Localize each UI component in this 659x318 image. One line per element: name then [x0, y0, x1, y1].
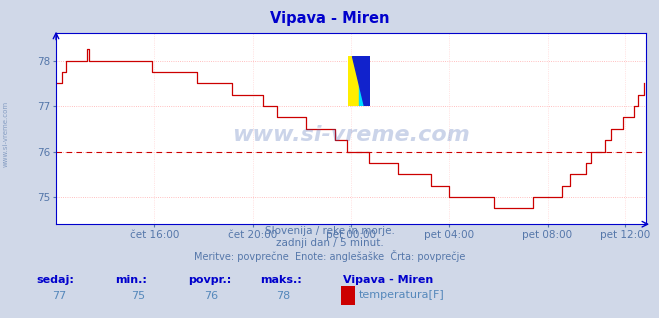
Text: Meritve: povprečne  Enote: anglešaške  Črta: povprečje: Meritve: povprečne Enote: anglešaške Črt…: [194, 250, 465, 262]
Text: Vipava - Miren: Vipava - Miren: [343, 275, 433, 285]
Text: Slovenija / reke in morje.: Slovenija / reke in morje.: [264, 226, 395, 236]
Text: sedaj:: sedaj:: [36, 275, 74, 285]
Text: maks.:: maks.:: [260, 275, 302, 285]
Text: 76: 76: [204, 291, 218, 301]
Text: min.:: min.:: [115, 275, 147, 285]
Text: 75: 75: [131, 291, 146, 301]
Text: temperatura[F]: temperatura[F]: [358, 290, 444, 300]
Text: 77: 77: [52, 291, 67, 301]
Text: www.si-vreme.com: www.si-vreme.com: [232, 125, 470, 144]
Text: 78: 78: [276, 291, 291, 301]
Text: povpr.:: povpr.:: [188, 275, 231, 285]
Text: zadnji dan / 5 minut.: zadnji dan / 5 minut.: [275, 238, 384, 248]
Text: www.si-vreme.com: www.si-vreme.com: [2, 100, 9, 167]
Text: Vipava - Miren: Vipava - Miren: [270, 11, 389, 26]
